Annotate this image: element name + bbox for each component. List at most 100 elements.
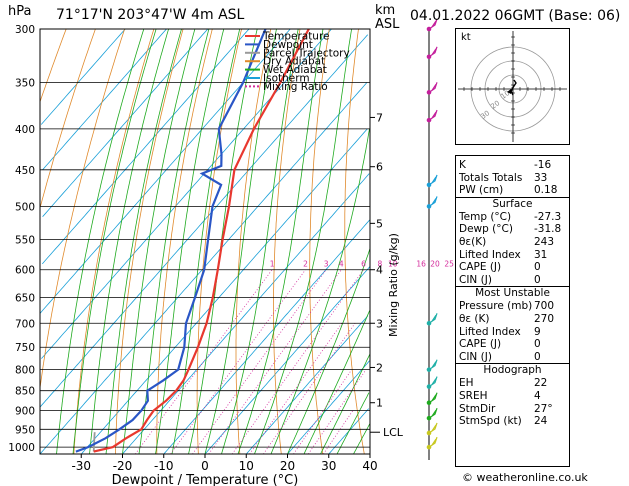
isotherm-line bbox=[42, 28, 167, 171]
km-tick-label: 4 bbox=[376, 264, 383, 277]
isotherm-line bbox=[163, 219, 370, 455]
most-unstable-row: θε (K) 270 bbox=[456, 313, 569, 326]
wind-barb bbox=[428, 376, 438, 388]
wet-adiabat-line bbox=[270, 128, 370, 455]
pressure-tick-label: 400 bbox=[15, 124, 35, 136]
hodograph-row: StmSpd (kt) 24 bbox=[456, 415, 569, 428]
index-row-label: K bbox=[459, 159, 466, 171]
pressure-tick-label: 750 bbox=[15, 342, 35, 354]
index-row-value: 0.18 bbox=[534, 184, 558, 197]
index-row: Totals Totals 33 bbox=[456, 172, 569, 185]
km-unit-label: km bbox=[375, 3, 396, 18]
surface-row-value: 31 bbox=[534, 248, 548, 261]
mixing-ratio-line bbox=[192, 269, 327, 455]
surface-row: Lifted Index 31 bbox=[456, 249, 569, 262]
pressure-tick-label: 950 bbox=[15, 424, 35, 436]
surface-row: Temp (°C) -27.3 bbox=[456, 211, 569, 224]
hodograph-row-value: 27° bbox=[534, 402, 553, 415]
mixing-ratio-label: 4 bbox=[339, 260, 344, 269]
wind-barb bbox=[428, 46, 438, 58]
surface-row-value: 243 bbox=[534, 235, 555, 248]
lcl-label: LCL bbox=[383, 426, 404, 439]
isotherm-line bbox=[41, 28, 332, 359]
mixing-ratio-line bbox=[263, 323, 356, 455]
pressure-tick-label: 550 bbox=[15, 235, 35, 247]
index-row-label: PW (cm) bbox=[459, 184, 504, 197]
mixing-ratio-axis-label: Mixing Ratio (g/kg) bbox=[387, 233, 400, 337]
mixing-ratio-label: 25 bbox=[444, 260, 454, 269]
wet-adiabat-line bbox=[287, 248, 371, 455]
hodograph-storm-arrow bbox=[507, 89, 511, 94]
index-row-value: 33 bbox=[534, 171, 548, 184]
surface-row-label: CIN (J) bbox=[459, 273, 492, 286]
dry-adiabat-line bbox=[39, 28, 67, 102]
wet-adiabat-line bbox=[303, 310, 370, 455]
legend-entry: Mixing Ratio bbox=[263, 81, 328, 93]
temperature-profile-line bbox=[93, 28, 310, 453]
hodograph-row-value: 4 bbox=[534, 389, 541, 402]
hodograph-trace bbox=[510, 79, 517, 96]
wind-barb bbox=[428, 422, 438, 434]
parcel-trajectory-line bbox=[92, 432, 96, 452]
mixing-ratio-line bbox=[249, 323, 343, 455]
hodograph-panel: kt 10 20 30 bbox=[455, 28, 570, 145]
hodograph-row-label: SREH bbox=[459, 389, 488, 402]
wind-barb bbox=[428, 359, 438, 371]
surface-row-value: -31.8 bbox=[534, 223, 562, 236]
temperature-tick-label: 30 bbox=[321, 459, 336, 473]
pressure-tick-label: 700 bbox=[15, 318, 35, 330]
temperature-tick-label: 10 bbox=[239, 459, 254, 473]
temperature-tick-label: 40 bbox=[362, 459, 377, 473]
most-unstable-row-value: 270 bbox=[534, 312, 555, 325]
temperature-tick-label: -10 bbox=[154, 459, 174, 473]
most-unstable-row-label: CIN (J) bbox=[459, 350, 492, 363]
pressure-tick-label: 650 bbox=[15, 293, 35, 305]
km-tick-label: 5 bbox=[376, 217, 383, 230]
wet-adiabat-line bbox=[353, 423, 371, 455]
pressure-tick-label: 450 bbox=[15, 165, 35, 177]
credit-text: © weatheronline.co.uk bbox=[462, 471, 588, 484]
most-unstable-row-value: 0 bbox=[534, 350, 541, 363]
km-tick-label: 1 bbox=[376, 397, 383, 410]
most-unstable-row-value: 9 bbox=[534, 325, 541, 338]
surface-row-value: 0 bbox=[534, 273, 541, 286]
wind-barb bbox=[428, 407, 438, 419]
km-tick-label: 2 bbox=[376, 361, 383, 374]
legend-entry: Parcel Trajectory bbox=[263, 47, 350, 59]
most-unstable-row: CIN (J) 0 bbox=[456, 351, 569, 364]
hodograph-ring-label: 20 bbox=[489, 99, 501, 111]
temperature-tick-label: 0 bbox=[201, 459, 209, 473]
asl-unit-label: ASL bbox=[375, 17, 400, 32]
legend-entry: Isotherm bbox=[263, 73, 310, 85]
pressure-tick-label: 600 bbox=[15, 265, 35, 277]
pressure-tick-label: 500 bbox=[15, 201, 35, 213]
surface-row: Dewp (°C) -31.8 bbox=[456, 223, 569, 236]
location-label: 71°17'N 203°47'W 4m ASL bbox=[56, 7, 245, 23]
most-unstable-row: Lifted Index 9 bbox=[456, 326, 569, 339]
most-unstable-row-label: θε (K) bbox=[459, 312, 490, 325]
surface-row-label: CAPE (J) bbox=[459, 261, 502, 274]
mixing-ratio-label: 8 bbox=[378, 260, 383, 269]
wet-adiabat-line bbox=[320, 353, 371, 455]
isotherm-line bbox=[122, 173, 370, 455]
hodograph-row: SREH 4 bbox=[456, 390, 569, 403]
isotherm-line bbox=[246, 315, 369, 455]
hodograph-row: StmDir 27° bbox=[456, 403, 569, 416]
wind-barb bbox=[428, 174, 438, 186]
hodograph-unit-label: kt bbox=[461, 32, 471, 43]
most-unstable-section-title: Most Unstable bbox=[456, 286, 569, 300]
most-unstable-row-label: Pressure (mb) bbox=[459, 300, 533, 313]
x-axis-label: Dewpoint / Temperature (°C) bbox=[112, 473, 299, 486]
index-row-label: Totals Totals bbox=[459, 171, 523, 184]
isotherm-line bbox=[39, 82, 368, 455]
pressure-tick-label: 900 bbox=[15, 406, 35, 418]
surface-row-value: 0 bbox=[534, 261, 541, 274]
surface-row-label: Temp (°C) bbox=[459, 210, 512, 223]
surface-section-title: Surface bbox=[456, 196, 569, 211]
hodograph-row-value: 24 bbox=[534, 415, 548, 428]
temperature-tick-label: -20 bbox=[113, 459, 133, 473]
mixing-ratio-label: 10 bbox=[388, 260, 398, 269]
hodograph-row-label: StmDir bbox=[459, 402, 496, 415]
temperature-tick-label: -30 bbox=[71, 459, 91, 473]
